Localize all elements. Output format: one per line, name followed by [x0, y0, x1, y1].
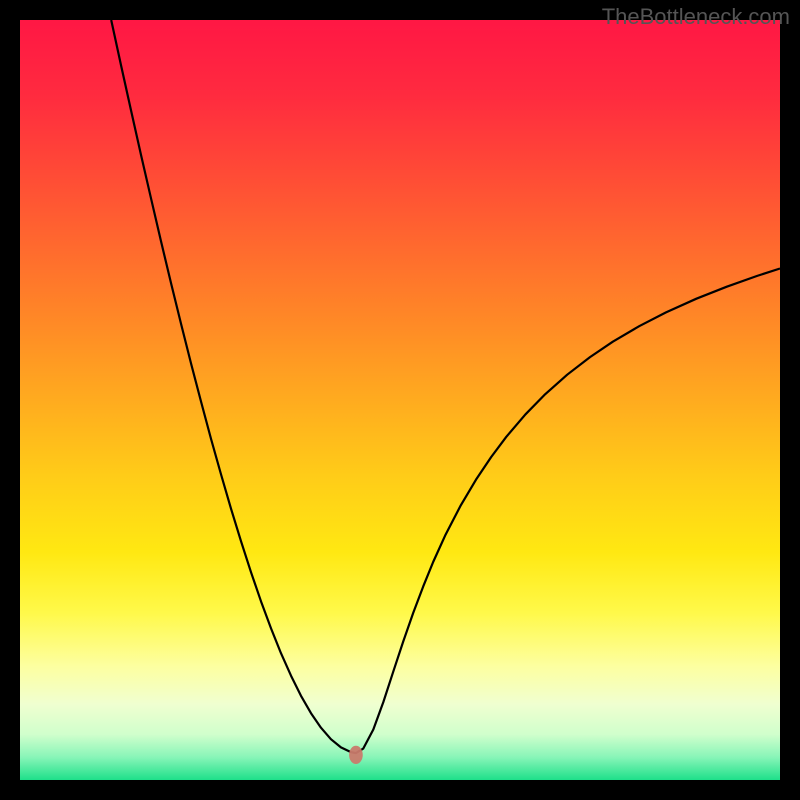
chart-plot-area [20, 20, 780, 780]
chart-container: { "watermark": { "text": "TheBottleneck.… [0, 0, 800, 800]
gradient-background [20, 20, 780, 780]
watermark-text: TheBottleneck.com [602, 4, 790, 30]
minimum-marker [349, 746, 363, 764]
chart-svg [20, 20, 780, 780]
